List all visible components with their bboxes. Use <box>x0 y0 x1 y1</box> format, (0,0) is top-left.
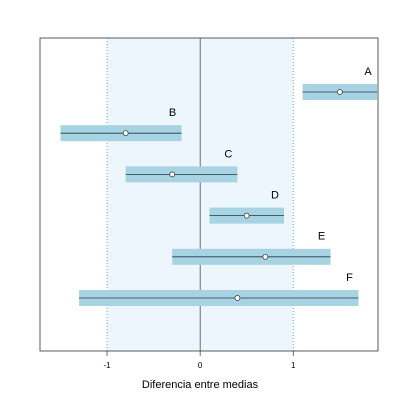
estimate-point <box>336 89 343 95</box>
category-label: E <box>318 231 325 243</box>
category-label: F <box>346 272 353 284</box>
x-axis-label: Diferencia entre medias <box>142 379 259 391</box>
estimate-point <box>243 212 250 219</box>
x-tick-label: 0 <box>198 361 203 370</box>
estimate-point <box>169 171 176 178</box>
estimate-point <box>262 253 269 260</box>
category-label: D <box>271 190 279 202</box>
plot-frame <box>39 37 379 352</box>
x-tick-label: 1 <box>291 361 296 370</box>
estimate-point <box>234 295 241 301</box>
category-label: A <box>364 66 372 78</box>
estimate-point <box>122 130 129 137</box>
category-label: B <box>169 107 176 119</box>
category-label: C <box>224 148 232 160</box>
x-tick-label: -1 <box>103 361 111 370</box>
